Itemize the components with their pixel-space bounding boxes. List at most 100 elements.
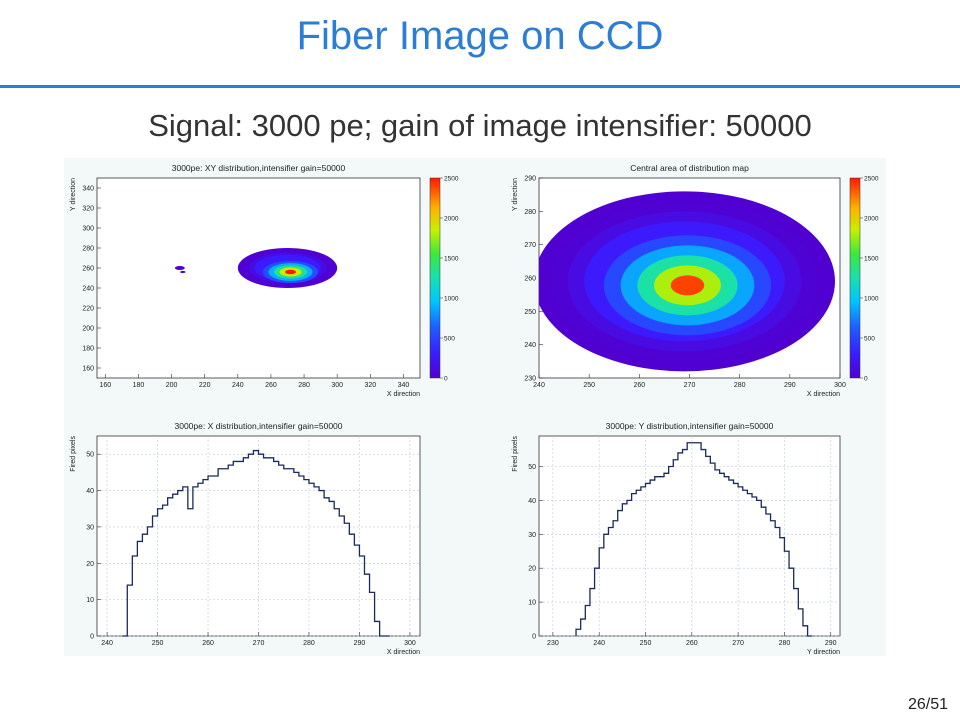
colorbar-tick-label: 0 bbox=[864, 376, 868, 383]
y-axis-label: Fired pixels bbox=[512, 436, 519, 472]
y-tick-label: 30 bbox=[528, 532, 536, 539]
colorbar-1 bbox=[429, 177, 441, 379]
x-tick-label: 290 bbox=[784, 382, 796, 389]
chart-title: 3000pe: X distribution,intensifier gain=… bbox=[175, 421, 343, 431]
y-tick-label: 40 bbox=[528, 498, 536, 505]
chart-title: Central area of distribution map bbox=[630, 163, 749, 173]
y-tick-label: 160 bbox=[82, 366, 94, 373]
y-tick-label: 320 bbox=[82, 206, 94, 213]
slide-subtitle: Signal: 3000 pe; gain of image intensifi… bbox=[148, 108, 812, 143]
x-tick-label: 290 bbox=[354, 640, 366, 647]
x-tick-label: 250 bbox=[152, 640, 164, 647]
y-tick-label: 240 bbox=[524, 342, 536, 349]
y-tick-label: 270 bbox=[524, 242, 536, 249]
x-tick-label: 260 bbox=[633, 382, 645, 389]
y-tick-label: 300 bbox=[82, 226, 94, 233]
y-tick-label: 0 bbox=[90, 634, 94, 641]
x-tick-label: 230 bbox=[547, 640, 559, 647]
heatmap-level-1-9 bbox=[284, 269, 297, 275]
y-axis-label: Fired pixels bbox=[70, 436, 77, 472]
x-tick-label: 270 bbox=[732, 640, 744, 647]
y-tick-label: 340 bbox=[82, 186, 94, 193]
slide-title: Fiber Image on CCD bbox=[296, 14, 664, 58]
x-tick-label: 300 bbox=[331, 382, 343, 389]
x-tick-label: 340 bbox=[398, 382, 410, 389]
y-tick-label: 280 bbox=[524, 209, 536, 216]
y-tick-label: 180 bbox=[82, 346, 94, 353]
y-tick-label: 10 bbox=[528, 600, 536, 607]
x-tick-label: 300 bbox=[834, 382, 846, 389]
y-tick-label: 20 bbox=[86, 561, 94, 568]
x-tick-label: 260 bbox=[686, 640, 698, 647]
x-tick-label: 270 bbox=[253, 640, 265, 647]
y-tick-label: 230 bbox=[524, 376, 536, 383]
x-axis-label: X direction bbox=[807, 391, 840, 398]
y-tick-label: 260 bbox=[82, 266, 94, 273]
colorbar-tick-label: 1000 bbox=[864, 296, 879, 303]
x-tick-label: 220 bbox=[199, 382, 211, 389]
x-tick-label: 270 bbox=[684, 382, 696, 389]
colorbar-tick-label: 1500 bbox=[444, 256, 459, 263]
x-tick-label: 280 bbox=[298, 382, 310, 389]
colorbar-tick-label: 2500 bbox=[864, 176, 879, 183]
x-tick-label: 290 bbox=[825, 640, 837, 647]
x-tick-label: 260 bbox=[265, 382, 277, 389]
x-tick-label: 240 bbox=[232, 382, 244, 389]
x-tick-label: 160 bbox=[99, 382, 111, 389]
heatmap-cells bbox=[174, 248, 338, 288]
y-tick-label: 250 bbox=[524, 309, 536, 316]
x-axis-label: X direction bbox=[387, 649, 420, 656]
colorbar-tick-label: 2000 bbox=[864, 216, 879, 223]
colorbar-tick-label: 1000 bbox=[444, 296, 459, 303]
x-tick-label: 280 bbox=[734, 382, 746, 389]
figure-panel: 0 500 1000 1500 2000 2500 160 180 200 220 240 260 28… bbox=[64, 158, 886, 656]
x-axis-label: X direction bbox=[387, 391, 420, 398]
heatmap-cells bbox=[539, 191, 835, 372]
x-tick-label: 250 bbox=[640, 640, 652, 647]
x-tick-label: 320 bbox=[364, 382, 376, 389]
page-number: 26/51 bbox=[907, 696, 948, 713]
colorbar-tick-label: 2000 bbox=[444, 216, 459, 223]
y-axis-label: Y direction bbox=[512, 178, 519, 211]
colorbar-tick-label: 2500 bbox=[444, 176, 459, 183]
x-tick-label: 240 bbox=[101, 640, 113, 647]
y-axis-label: Y direction bbox=[70, 178, 77, 211]
x-axis-label: Y direction bbox=[807, 649, 840, 656]
x-tick-label: 180 bbox=[133, 382, 145, 389]
colorbar-tick-label: 500 bbox=[864, 336, 875, 343]
y-tick-label: 200 bbox=[82, 326, 94, 333]
y-tick-label: 40 bbox=[86, 488, 94, 495]
y-tick-label: 220 bbox=[82, 306, 94, 313]
x-tick-label: 260 bbox=[202, 640, 214, 647]
y-tick-label: 0 bbox=[532, 634, 536, 641]
x-tick-label: 280 bbox=[779, 640, 791, 647]
y-tick-label: 240 bbox=[82, 286, 94, 293]
histogram-line-3 bbox=[122, 449, 390, 637]
title-underline bbox=[0, 85, 960, 88]
plot-area-4 bbox=[538, 435, 841, 637]
x-tick-label: 240 bbox=[593, 640, 605, 647]
heatmap-level-1-9 bbox=[670, 275, 705, 296]
y-tick-label: 50 bbox=[86, 452, 94, 459]
x-tick-label: 280 bbox=[303, 640, 315, 647]
y-tick-label: 280 bbox=[82, 246, 94, 253]
x-tick-label: 200 bbox=[166, 382, 178, 389]
histogram-line-4 bbox=[575, 442, 813, 637]
y-tick-label: 30 bbox=[86, 524, 94, 531]
chart-title: 3000pe: XY distribution,intensifier gain… bbox=[172, 163, 346, 173]
colorbar-tick-label: 1500 bbox=[864, 256, 879, 263]
y-tick-label: 290 bbox=[524, 176, 536, 183]
x-tick-label: 240 bbox=[533, 382, 545, 389]
chart-title: 3000pe: Y distribution,intensifier gain=… bbox=[606, 421, 774, 431]
y-tick-label: 20 bbox=[528, 566, 536, 573]
colorbar-tick-label: 500 bbox=[444, 336, 455, 343]
y-tick-label: 10 bbox=[86, 597, 94, 604]
x-tick-label: 250 bbox=[583, 382, 595, 389]
heatmap-level-2-4 bbox=[176, 266, 184, 270]
colorbar-2 bbox=[849, 177, 861, 379]
y-tick-label: 260 bbox=[524, 276, 536, 283]
colorbar-tick-label: 0 bbox=[444, 376, 448, 383]
y-tick-label: 50 bbox=[528, 464, 536, 471]
x-tick-label: 300 bbox=[404, 640, 416, 647]
